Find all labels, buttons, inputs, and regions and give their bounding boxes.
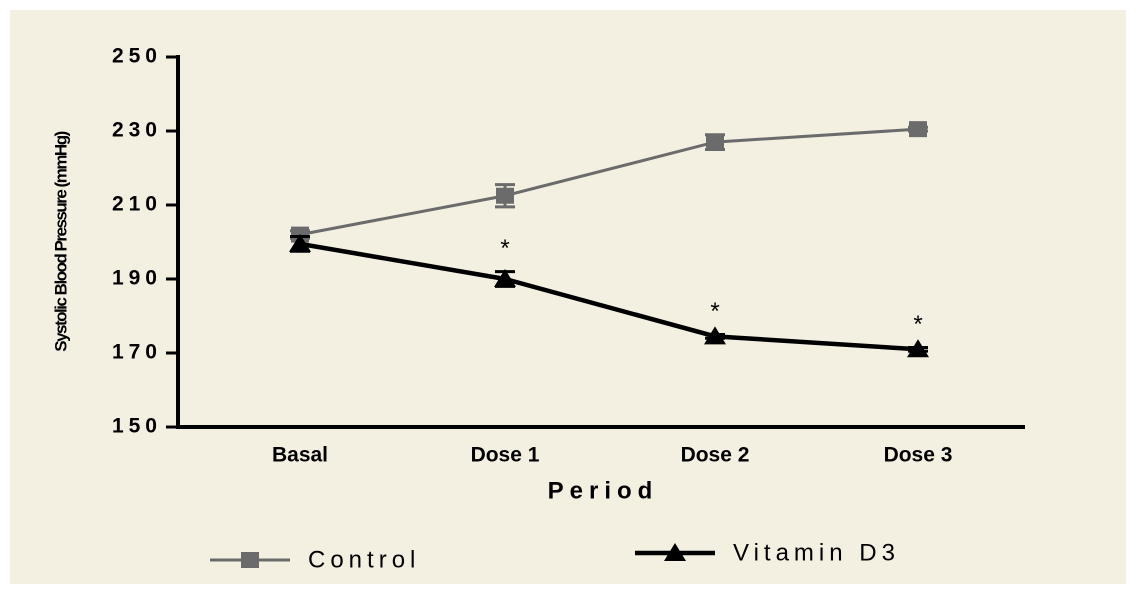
legend-marker	[664, 543, 686, 561]
x-tick-label: Dose 1	[471, 444, 540, 467]
marker	[909, 121, 927, 138]
marker	[496, 187, 514, 204]
y-axis-label: Systolic Blood Pressure (mmHg)	[51, 131, 70, 351]
marker	[704, 326, 726, 345]
marker	[494, 269, 516, 287]
annotation: *	[913, 311, 922, 338]
y-tick-label: 210	[112, 193, 162, 216]
series-line	[299, 241, 919, 352]
marker	[907, 339, 929, 358]
legend-marker	[241, 552, 259, 568]
legend-label: Control	[308, 546, 420, 573]
series-line	[299, 127, 919, 237]
marker	[706, 134, 724, 151]
x-axis-label: Period	[548, 477, 659, 504]
y-tick-label: 150	[112, 415, 162, 438]
x-tick-label: Dose 3	[884, 444, 953, 467]
y-tick-label: 250	[112, 45, 162, 68]
x-tick-label: Dose 2	[681, 444, 750, 467]
x-tick-label: Basal	[272, 444, 328, 467]
legend-label: Vitamin D3	[733, 539, 900, 566]
y-tick-label: 190	[112, 267, 162, 290]
marker	[289, 233, 311, 252]
y-tick-label: 230	[112, 119, 162, 142]
y-tick-label: 170	[112, 341, 162, 364]
annotation: *	[500, 235, 509, 262]
annotation: *	[710, 298, 719, 325]
